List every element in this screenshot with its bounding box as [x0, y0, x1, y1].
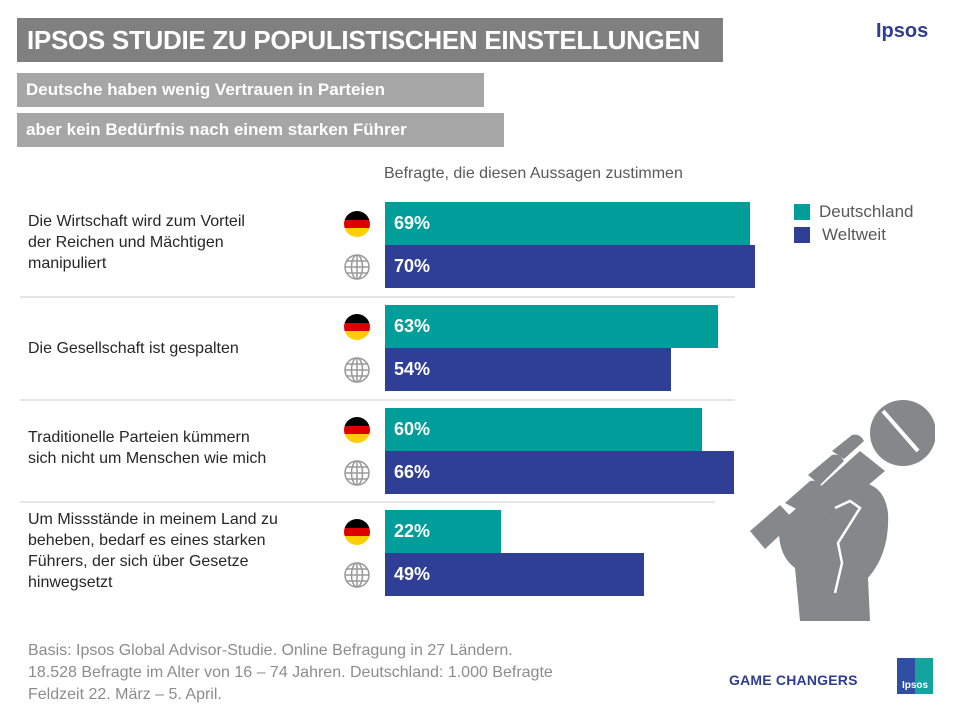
bar-value-label: 60% [394, 419, 431, 439]
footnote-line-2: 18.528 Befragte im Alter von 16 – 74 Jah… [28, 664, 553, 681]
germany-flag-icon [344, 417, 370, 443]
footnote-line-3: Feldzeit 22. März – 5. April. [28, 686, 222, 703]
bar-deutschland: 63% [385, 305, 719, 348]
bar-value-label: 70% [394, 256, 431, 276]
legend-swatch-deutschland [794, 203, 810, 220]
statement-line: manipuliert [28, 255, 107, 272]
bar-value-label: 22% [394, 521, 431, 541]
statement-line: hinwegsetzt [28, 574, 113, 591]
globe-icon [344, 460, 370, 486]
bar-value-label: 69% [394, 213, 431, 233]
page-title: IPSOS STUDIE ZU POPULISTISCHEN EINSTELLU… [17, 18, 723, 62]
globe-icon [344, 357, 370, 383]
row-divider [20, 399, 735, 401]
statement-line: Die Wirtschaft wird zum Vorteil [28, 213, 245, 230]
germany-flag-icon [344, 211, 370, 237]
tagline: GAME CHANGERS [729, 672, 858, 688]
legend-item-deutschland: Deutschland [794, 200, 914, 223]
fist-microphone-icon [750, 400, 935, 621]
row-divider [20, 501, 715, 503]
globe-icon [344, 254, 370, 280]
germany-flag-icon [344, 519, 370, 545]
bar-deutschland: 22% [385, 510, 502, 553]
legend-label-weltweit: Weltweit [822, 224, 886, 244]
statement-line: Um Missstände in meinem Land zu [28, 511, 278, 528]
bar-value-label: 66% [394, 462, 431, 482]
statement-line: beheben, bedarf es eines starken [28, 532, 266, 549]
footnote: Basis: Ipsos Global Advisor-Studie. Onli… [28, 640, 553, 706]
bar-weltweit: 70% [385, 245, 756, 288]
ipsos-brand-text: Ipsos [876, 20, 929, 42]
row-divider [20, 296, 735, 298]
chart-legend: Deutschland Weltweit [794, 200, 914, 246]
statement-label: Traditionelle Parteien kümmern sich nicht… [28, 427, 328, 469]
footnote-line-1: Basis: Ipsos Global Advisor-Studie. Onli… [28, 642, 513, 659]
statement-label: Die Wirtschaft wird zum Vorteil der Reich… [28, 211, 328, 274]
chart-title: Befragte, die diesen Aussagen zustimmen [384, 165, 683, 182]
bar-value-label: 49% [394, 564, 431, 584]
bar-weltweit: 66% [385, 451, 735, 494]
ipsos-logo-text: Ipsos [901, 680, 929, 691]
bar-deutschland: 60% [385, 408, 703, 451]
statement-line: sich nicht um Menschen wie mich [28, 450, 267, 467]
bar-weltweit: 54% [385, 348, 671, 391]
bar-value-label: 63% [394, 316, 431, 336]
bar-weltweit: 49% [385, 553, 645, 596]
statement-line: Die Gesellschaft ist gespalten [28, 340, 239, 357]
bar-value-label: 54% [394, 359, 431, 379]
legend-swatch-weltweit [794, 226, 810, 243]
statement-line: der Reichen und Mächtigen [28, 234, 224, 251]
globe-icon [344, 562, 370, 588]
statement-line: Traditionelle Parteien kümmern [28, 429, 250, 446]
statement-label: Die Gesellschaft ist gespalten [28, 338, 328, 359]
ipsos-logo: Ipsos [897, 658, 933, 694]
statement-label: Um Missstände in meinem Land zu beheben, … [28, 509, 328, 593]
bar-deutschland: 69% [385, 202, 750, 245]
legend-label-deutschland: Deutschland [819, 201, 914, 221]
statement-line: Führers, der sich über Gesetze [28, 553, 249, 570]
germany-flag-icon [344, 314, 370, 340]
subtitle-2: aber kein Bedürfnis nach einem starken F… [17, 113, 504, 147]
legend-item-weltweit: Weltweit [794, 223, 914, 246]
subtitle-1: Deutsche haben wenig Vertrauen in Partei… [17, 73, 484, 107]
